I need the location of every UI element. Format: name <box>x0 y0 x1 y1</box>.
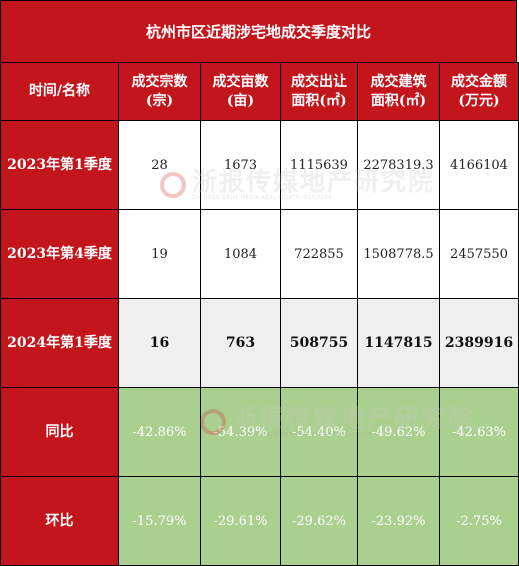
table-row: 2023年第4季度 19 1084 722855 1508778.5 24575… <box>0 209 519 299</box>
header-cell: 时间/名称 <box>0 62 119 121</box>
row-label: 同比 <box>0 387 119 477</box>
row-label: 2024年第1季度 <box>0 298 119 388</box>
table-cell: 508755 <box>280 298 358 388</box>
header-cell: 成交金额 (万元) <box>439 62 519 121</box>
table-cell: 1084 <box>200 209 281 299</box>
table-cell: 1673 <box>200 120 281 210</box>
table-cell: 1147815 <box>357 298 440 388</box>
header-cell: 成交亩数 (亩) <box>200 62 281 121</box>
table-row: 环比 -15.79% -29.61% -29.62% -23.92% -2.75… <box>0 476 519 566</box>
table-title: 杭州市区近期涉宅地成交季度对比 <box>0 0 517 63</box>
header-cell: 成交宗数 (宗) <box>118 62 201 121</box>
row-label: 2023年第4季度 <box>0 209 119 299</box>
table-cell: -42.86% <box>118 387 201 477</box>
table-cell: 4166104 <box>439 120 519 210</box>
table-cell: 1115639 <box>280 120 358 210</box>
row-label: 2023年第1季度 <box>0 120 119 210</box>
row-label: 环比 <box>0 476 119 566</box>
table-cell: 1508778.5 <box>357 209 440 299</box>
table-cell: -54.40% <box>280 387 358 477</box>
table-cell: 763 <box>200 298 281 388</box>
table-row: 2024年第1季度 16 763 508755 1147815 2389916 <box>0 298 519 388</box>
table-cell: -29.61% <box>200 476 281 566</box>
table-cell: -15.79% <box>118 476 201 566</box>
table-cell: 19 <box>118 209 201 299</box>
header-cell: 成交建筑 面积(㎡) <box>357 62 440 121</box>
data-table: 时间/名称 成交宗数 (宗) 成交亩数 (亩) 成交出让 面积(㎡) 成交建筑 … <box>0 62 519 566</box>
table-cell: -29.62% <box>280 476 358 566</box>
table-row: 同比 -42.86% -54.39% -54.40% -49.62% -42.6… <box>0 387 519 477</box>
table-cell: 16 <box>118 298 201 388</box>
header-row: 时间/名称 成交宗数 (宗) 成交亩数 (亩) 成交出让 面积(㎡) 成交建筑 … <box>0 62 519 121</box>
table-cell: 722855 <box>280 209 358 299</box>
table-cell: 28 <box>118 120 201 210</box>
header-cell: 成交出让 面积(㎡) <box>280 62 358 121</box>
table-cell: 2457550 <box>439 209 519 299</box>
table-cell: 2389916 <box>439 298 519 388</box>
table-cell: -42.63% <box>439 387 519 477</box>
table-cell: 2278319.3 <box>357 120 440 210</box>
table-cell: -2.75% <box>439 476 519 566</box>
table-cell: -49.62% <box>357 387 440 477</box>
table-row: 2023年第1季度 28 1673 1115639 2278319.3 4166… <box>0 120 519 210</box>
table-cell: -23.92% <box>357 476 440 566</box>
table-cell: -54.39% <box>200 387 281 477</box>
